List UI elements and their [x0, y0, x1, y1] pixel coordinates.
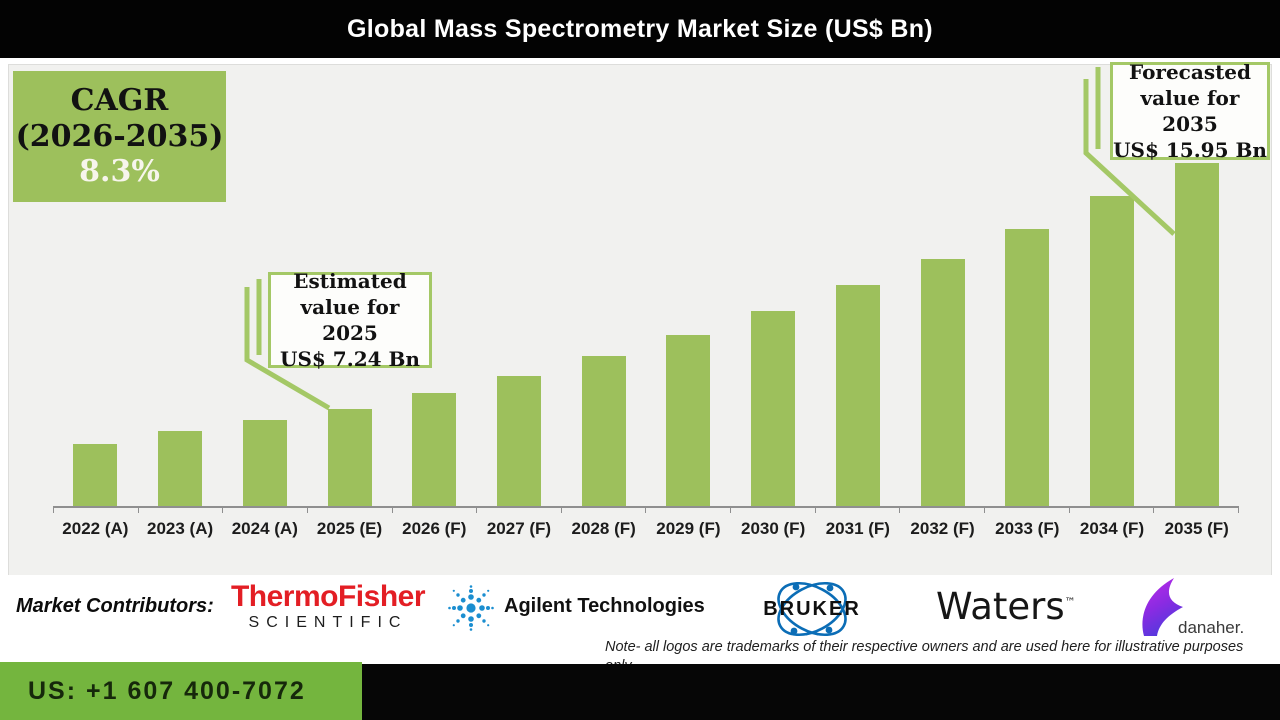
thermo-fisher-wordmark: ThermoFisher	[230, 580, 426, 613]
bar-column	[477, 65, 562, 506]
page-title: Global Mass Spectrometry Market Size (US…	[347, 15, 933, 43]
trademark-note-line1: Note- all logos are trademarks of their …	[605, 639, 1244, 655]
forecasted-line2: value for 2035	[1140, 86, 1240, 136]
x-axis-label: 2031 (F)	[825, 519, 890, 538]
x-axis-label: 2032 (F)	[910, 519, 975, 538]
cagr-box: CAGR (2026-2035) 8.3%	[13, 71, 226, 202]
axis-tick	[222, 508, 307, 513]
bar-series	[53, 65, 1239, 506]
x-axis-label: 2034 (F)	[1079, 519, 1145, 538]
bar-2024	[242, 420, 287, 506]
x-axis-label: 2035 (F)	[1164, 519, 1229, 538]
x-axis-ticks	[53, 506, 1239, 513]
x-axis-label: 2025 (E)	[316, 519, 383, 538]
thermo-fisher-logo: ThermoFisher SCIENTIFIC	[228, 581, 428, 632]
title-bar: Global Mass Spectrometry Market Size (US…	[0, 0, 1280, 58]
cagr-label: CAGR	[70, 83, 169, 119]
danaher-wordmark: danaher.	[1178, 618, 1245, 637]
danaher-logo: danaher.	[1138, 578, 1258, 638]
axis-tick	[984, 508, 1069, 513]
bar-2030	[751, 311, 796, 506]
estimated-line2: value for 2025	[300, 295, 400, 345]
estimated-value: US$ 7.24 Bn	[280, 347, 420, 371]
market-contributors-label: Market Contributors:	[16, 595, 214, 617]
bar-2031	[835, 285, 880, 506]
bar-column	[985, 65, 1070, 506]
x-axis-label: 2028 (F)	[571, 519, 636, 538]
bar-2034	[1089, 196, 1134, 506]
phone-number: US: +1 607 400-7072	[28, 676, 306, 705]
x-axis-label: 2027 (F)	[486, 519, 552, 538]
thermo-fisher-scientific-text: SCIENTIFIC	[248, 613, 408, 631]
bar-column	[646, 65, 731, 506]
bar-column	[731, 65, 816, 506]
x-axis-labels: 2022 (A) 2023 (A) 2024 (A) 2025 (E) 2026 (F)…	[53, 519, 1239, 539]
bar-2029	[666, 335, 711, 506]
bar-2035	[1174, 163, 1219, 506]
chart-area: CAGR (2026-2035) 8.3% 2022 (A) 2023 (A) 20…	[8, 64, 1272, 577]
bar-column	[900, 65, 985, 506]
x-axis-label: 2026 (F)	[402, 519, 467, 538]
waters-wordmark: Waters	[936, 585, 1065, 628]
bar-2032	[920, 259, 965, 506]
x-axis-label: 2029 (F)	[656, 519, 721, 538]
x-axis-label: 2033 (F)	[995, 519, 1060, 538]
contributors-strip: Market Contributors: ThermoFisher SCIENT…	[0, 575, 1280, 674]
axis-tick	[1153, 508, 1238, 513]
waters-logo: Waters™	[936, 585, 1076, 628]
x-axis-label: 2030 (F)	[740, 519, 806, 538]
bar-column	[138, 65, 223, 506]
axis-tick	[560, 508, 646, 513]
bruker-wordmark: BRUKER	[763, 598, 861, 620]
x-axis-label: 2024 (A)	[231, 519, 298, 538]
estimated-value-callout: Estimated value for 2025 US$ 7.24 Bn	[268, 269, 432, 371]
bar-column	[222, 65, 307, 506]
bar-column	[392, 65, 477, 506]
x-axis-label: 2022 (A)	[62, 519, 129, 538]
cagr-period: (2026-2035)	[15, 118, 224, 154]
axis-tick	[137, 508, 223, 513]
agilent-starburst-icon	[448, 585, 494, 631]
bar-column	[1154, 65, 1239, 506]
bar-2025	[327, 409, 372, 506]
bar-2027	[496, 376, 541, 506]
axis-tick	[1068, 508, 1154, 513]
forecasted-value-callout: Forecasted value for 2035 US$ 15.95 Bn	[1110, 60, 1270, 162]
forecasted-value: US$ 15.95 Bn	[1113, 138, 1267, 162]
danaher-swoosh-icon	[1142, 578, 1183, 636]
forecasted-line1: Forecasted	[1128, 60, 1252, 84]
axis-tick	[645, 508, 730, 513]
agilent-wordmark: Agilent Technologies	[504, 595, 705, 617]
axis-tick	[730, 508, 815, 513]
bruker-orbits-icon	[777, 581, 847, 637]
bar-2026	[412, 393, 457, 506]
bar-column	[1070, 65, 1155, 506]
bar-column	[307, 65, 392, 506]
axis-tick	[53, 508, 138, 513]
bar-2033	[1005, 229, 1050, 506]
axis-tick	[391, 508, 477, 513]
axis-tick	[306, 508, 392, 513]
contact-box: US: +1 607 400-7072	[0, 662, 362, 720]
bar-2028	[581, 356, 626, 506]
axis-tick	[476, 508, 561, 513]
bar-2022	[73, 444, 118, 506]
axis-tick	[814, 508, 900, 513]
axis-tick	[899, 508, 984, 513]
trademark-symbol: ™	[1064, 595, 1076, 609]
x-axis-label: 2023 (A)	[147, 519, 214, 538]
cagr-value: 8.3%	[79, 154, 160, 190]
bruker-logo: BRUKER	[752, 581, 872, 637]
bar-column	[53, 65, 138, 506]
bar-column	[561, 65, 646, 506]
estimated-line1: Estimated	[293, 269, 407, 293]
bar-column	[815, 65, 900, 506]
bar-2023	[158, 431, 203, 506]
